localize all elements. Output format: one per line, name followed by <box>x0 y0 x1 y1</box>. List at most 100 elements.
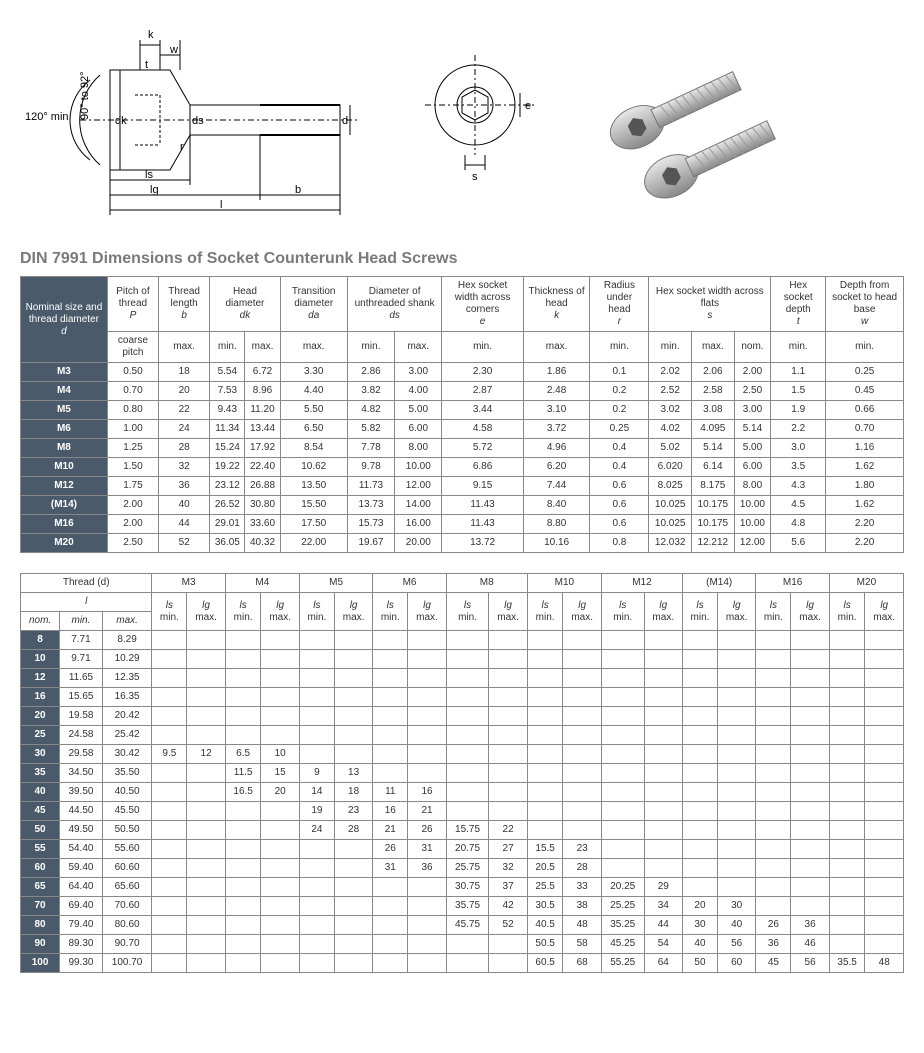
table-cell <box>334 840 372 859</box>
dimensions-table-1: Nominal size and thread diameterdPitch o… <box>20 276 904 553</box>
table-cell <box>682 802 717 821</box>
table-cell <box>682 726 717 745</box>
table-cell: 0.80 <box>107 401 158 420</box>
table-cell: 29.58 <box>60 745 103 764</box>
table-cell: 60 <box>21 859 60 878</box>
table-cell: 26.52 <box>210 496 245 515</box>
table-cell: 4.5 <box>771 496 826 515</box>
table-cell: 54.40 <box>60 840 103 859</box>
table-cell: 28 <box>159 439 210 458</box>
table-cell <box>601 631 644 650</box>
table-cell: 18 <box>159 363 210 382</box>
table-cell <box>152 916 187 935</box>
table-cell: 4.82 <box>347 401 394 420</box>
table-cell: 0.8 <box>590 534 649 553</box>
table-cell <box>489 707 527 726</box>
svg-text:k: k <box>148 29 154 41</box>
table-cell <box>334 669 372 688</box>
table-cell <box>334 688 372 707</box>
table-cell <box>791 707 829 726</box>
table-cell: 16.5 <box>225 783 261 802</box>
table-cell <box>408 897 446 916</box>
table-cell: 50.50 <box>102 821 152 840</box>
table-cell: 2.2 <box>771 420 826 439</box>
table-subheader: lsmin. <box>527 593 563 631</box>
table-cell <box>373 726 408 745</box>
table-cell <box>152 840 187 859</box>
table-cell: M12 <box>21 477 108 496</box>
table-cell <box>489 650 527 669</box>
table-cell: 16 <box>373 802 408 821</box>
table-cell: 60.5 <box>527 954 563 973</box>
table-cell <box>865 726 904 745</box>
table-cell <box>563 821 601 840</box>
table-cell <box>152 935 187 954</box>
table-cell: 0.70 <box>826 420 904 439</box>
table-cell <box>756 764 791 783</box>
table-cell: 5.14 <box>734 420 771 439</box>
table-cell <box>446 650 489 669</box>
table-cell: 44 <box>644 916 682 935</box>
table-cell: 2.86 <box>347 363 394 382</box>
table-cell: 4.3 <box>771 477 826 496</box>
table-cell <box>489 726 527 745</box>
table-cell <box>829 802 865 821</box>
table-cell: 90 <box>21 935 60 954</box>
table-cell: 10.00 <box>734 515 771 534</box>
table-cell: 12.00 <box>734 534 771 553</box>
table-cell <box>717 840 755 859</box>
table-header: Diameter of unthreaded shankds <box>347 277 442 332</box>
table-cell: 12.032 <box>649 534 692 553</box>
table-subheader: lsmin. <box>152 593 187 631</box>
table-cell <box>152 878 187 897</box>
table-subheader: lsmin. <box>682 593 717 631</box>
table-subheader: max. <box>102 612 152 631</box>
table-cell: 0.2 <box>590 382 649 401</box>
table-cell <box>682 688 717 707</box>
table-subheader: lsmin. <box>829 593 865 631</box>
table-cell <box>408 745 446 764</box>
table-cell: 0.6 <box>590 477 649 496</box>
table-cell: 36 <box>791 916 829 935</box>
table-row: 2524.5825.42 <box>21 726 904 745</box>
table-subheader: lgmax. <box>334 593 372 631</box>
table-cell: 65.60 <box>102 878 152 897</box>
table-row: M101.503219.2222.4010.629.7810.006.866.2… <box>21 458 904 477</box>
table-cell: 70 <box>21 897 60 916</box>
table-cell: 79.40 <box>60 916 103 935</box>
table-row: M202.505236.0540.3222.0019.6720.0013.721… <box>21 534 904 553</box>
table-cell: 0.1 <box>590 363 649 382</box>
table-cell: 0.6 <box>590 496 649 515</box>
table-cell <box>756 821 791 840</box>
table-cell: 8.29 <box>102 631 152 650</box>
table-cell: 19.67 <box>347 534 394 553</box>
table-cell: 39.50 <box>60 783 103 802</box>
table-cell: 60 <box>717 954 755 973</box>
table-row: 7069.4070.6035.754230.53825.25342030 <box>21 897 904 916</box>
table-cell: 55 <box>21 840 60 859</box>
table-cell <box>299 688 334 707</box>
table-cell: 7.78 <box>347 439 394 458</box>
table-cell: 20 <box>682 897 717 916</box>
table-cell: M10 <box>21 458 108 477</box>
table-row: 8079.4080.6045.755240.54835.254430402636 <box>21 916 904 935</box>
table-cell <box>791 802 829 821</box>
table-cell: 1.50 <box>107 458 158 477</box>
table-cell: 4.00 <box>395 382 442 401</box>
table-cell <box>527 745 563 764</box>
table-cell: 13.50 <box>280 477 347 496</box>
table-cell <box>261 688 299 707</box>
table-cell: 10.175 <box>692 515 735 534</box>
table-subheader: lgmax. <box>791 593 829 631</box>
table-cell: 7.71 <box>60 631 103 650</box>
table-cell: 2.87 <box>442 382 523 401</box>
table-row: M50.80229.4311.205.504.825.003.443.100.2… <box>21 401 904 420</box>
table-cell: 13.44 <box>245 420 280 439</box>
table-cell <box>187 954 225 973</box>
table-subheader: max. <box>523 332 590 363</box>
table-cell <box>717 726 755 745</box>
table-cell <box>373 897 408 916</box>
table-cell <box>717 650 755 669</box>
table-cell: 12.212 <box>692 534 735 553</box>
table-row: M30.50185.546.723.302.863.002.301.860.12… <box>21 363 904 382</box>
